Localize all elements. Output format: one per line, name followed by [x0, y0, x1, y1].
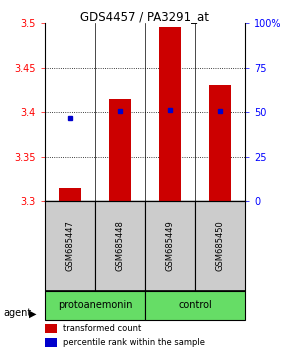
Text: agent: agent [3, 308, 31, 318]
Text: protoanemonin: protoanemonin [58, 300, 132, 310]
Text: GSM685447: GSM685447 [66, 221, 75, 272]
Text: transformed count: transformed count [63, 324, 141, 333]
Bar [45, 291, 145, 320]
Bar [109, 99, 131, 201]
Text: control: control [178, 300, 212, 310]
Text: GSM685449: GSM685449 [166, 221, 175, 272]
Bar [45, 324, 57, 333]
Bar [195, 201, 245, 291]
Text: GSM685448: GSM685448 [115, 221, 124, 272]
Text: percentile rank within the sample: percentile rank within the sample [63, 338, 205, 347]
Bar [145, 291, 245, 320]
Title: GDS4457 / PA3291_at: GDS4457 / PA3291_at [81, 10, 209, 23]
Bar [45, 201, 95, 291]
Bar [209, 85, 231, 201]
Text: ▶: ▶ [29, 308, 37, 318]
Bar [59, 188, 81, 201]
Bar [45, 338, 57, 347]
Bar [159, 28, 181, 201]
Bar [145, 201, 195, 291]
Bar [95, 201, 145, 291]
Text: GSM685450: GSM685450 [215, 221, 224, 272]
